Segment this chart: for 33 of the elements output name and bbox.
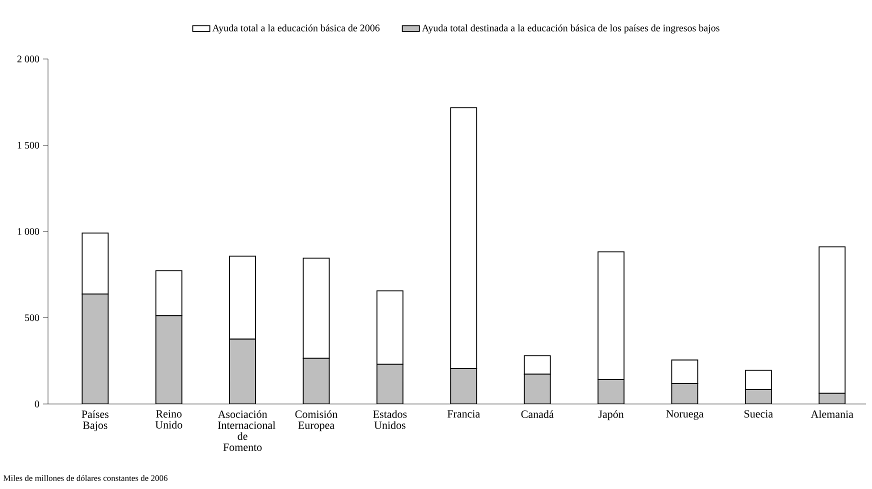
bar — [671, 383, 698, 404]
x-tick-label: Japón — [598, 410, 624, 420]
y-tick-label: 1 500 — [18, 142, 40, 149]
x-tick-label: Francia — [447, 410, 480, 418]
x-tick-label: Países Bajos — [82, 410, 109, 432]
bar — [744, 389, 772, 404]
bar — [302, 358, 330, 404]
x-tick-label: Estados Unidos — [373, 410, 407, 429]
y-tick-label: 1 000 — [18, 228, 40, 235]
y-tick-label: 0 — [34, 400, 40, 408]
x-tick-label: Noruega — [666, 410, 704, 420]
bar — [450, 368, 478, 404]
bar — [524, 374, 551, 404]
bar — [744, 370, 772, 390]
bar — [598, 379, 624, 404]
x-tick-label: Comisión Europea — [295, 410, 338, 432]
bar — [524, 355, 551, 375]
text: Miles de millones de dólares constantes de 2006 — [3, 474, 168, 481]
legend-label: Ayuda total a la educación básica de 2006 — [212, 24, 380, 34]
y-tick-label: 2 000 — [17, 56, 40, 62]
bar — [818, 392, 846, 404]
bar — [376, 364, 404, 404]
bar — [82, 294, 109, 404]
x-tick-label: Asociación Internacional de Fomento — [218, 410, 276, 451]
x-tick-label: Alemania — [810, 410, 854, 418]
x-tick-label: Reino Unido — [155, 410, 182, 429]
legend-label: Ayuda total destinada a la educación básica de los países de ingresos bajos — [422, 24, 720, 34]
bar — [229, 338, 256, 404]
x-tick-label: Canadá — [521, 410, 554, 418]
bar — [155, 315, 182, 404]
y-tick-label: 500 — [25, 314, 40, 322]
bar — [671, 360, 698, 384]
x-tick-label: Suecia — [744, 410, 773, 418]
